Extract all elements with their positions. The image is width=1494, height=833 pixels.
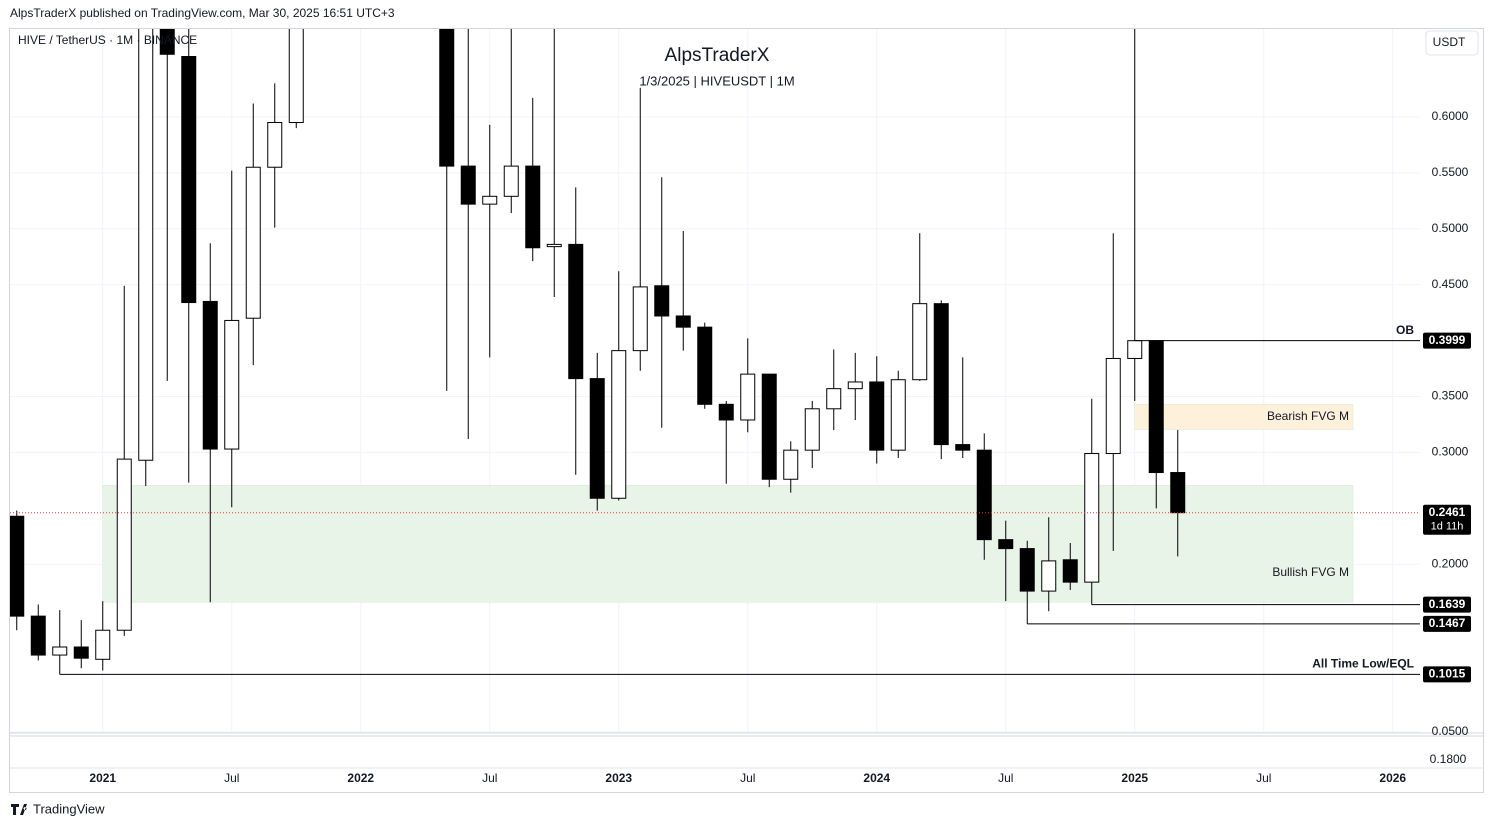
candle-body xyxy=(460,165,476,205)
lower-pane-tick: 0.1800 xyxy=(1430,752,1467,766)
candle-body xyxy=(826,388,842,410)
level-price-bg xyxy=(1423,332,1471,349)
level-price: 0.1015 xyxy=(1429,667,1466,681)
x-tick-label: Jul xyxy=(998,771,1013,785)
candle-body xyxy=(783,449,799,480)
countdown: 1d 11h xyxy=(1431,521,1464,533)
candle-body xyxy=(245,166,261,319)
candle-body xyxy=(847,381,863,390)
last-price-bg xyxy=(1423,504,1471,535)
zone-label: Bearish FVG M xyxy=(1267,409,1349,423)
candle-body xyxy=(675,315,691,328)
candle-body xyxy=(267,121,283,168)
candle-body xyxy=(1084,453,1100,583)
fvg-zone xyxy=(1134,404,1354,430)
candle-body xyxy=(933,303,949,446)
candle-body xyxy=(998,539,1014,550)
x-tick-label: 2021 xyxy=(89,771,116,785)
y-tick-label: 0.5000 xyxy=(1432,221,1469,235)
fvg-zone xyxy=(102,485,1354,603)
candle-body xyxy=(589,378,605,499)
candle-body xyxy=(439,29,455,167)
candle-body xyxy=(976,449,992,541)
candle-body xyxy=(1170,472,1186,514)
x-tick-label: Jul xyxy=(1256,771,1271,785)
candle-body xyxy=(224,319,240,450)
x-tick-label: 2026 xyxy=(1379,771,1406,785)
candle-body xyxy=(73,646,89,659)
candle-body xyxy=(10,515,25,617)
candle-body xyxy=(288,29,304,123)
y-tick-label: 0.3500 xyxy=(1432,389,1469,403)
y-tick-label: 0.4500 xyxy=(1432,277,1469,291)
candle-body xyxy=(697,326,713,405)
candle-body xyxy=(740,373,756,421)
candle-body xyxy=(869,381,885,451)
candle-body xyxy=(525,165,541,249)
candle-body xyxy=(52,646,68,656)
candle-body xyxy=(1019,548,1035,592)
candle-body xyxy=(718,403,734,421)
chart-title: AlpsTraderX xyxy=(665,45,770,66)
candle-body xyxy=(1148,340,1164,474)
publish-header: AlpsTraderX published on TradingView.com… xyxy=(10,6,395,20)
candle-body xyxy=(890,379,906,451)
x-tick-label: 2024 xyxy=(863,771,890,785)
level-price: 0.1639 xyxy=(1429,597,1466,611)
candle-body xyxy=(30,615,46,656)
currency-button[interactable] xyxy=(1425,30,1479,56)
last-price: 0.2461 xyxy=(1429,505,1466,519)
tradingview-logo: TradingView xyxy=(11,801,105,816)
candle-body xyxy=(632,286,648,352)
frame xyxy=(9,28,1484,793)
symbol-legend: HIVE / TetherUS · 1M · BINANCE xyxy=(18,33,197,47)
level-price: 0.1467 xyxy=(1429,616,1466,630)
candle-body xyxy=(482,195,498,205)
candle-body xyxy=(159,29,175,55)
candle-body xyxy=(546,243,562,248)
level-price-bg xyxy=(1423,666,1471,683)
x-tick-label: Jul xyxy=(482,771,497,785)
x-tick-label: Jul xyxy=(740,771,755,785)
x-tick-label: 2022 xyxy=(347,771,374,785)
candle-body xyxy=(568,243,584,380)
y-tick-label: 0.5500 xyxy=(1432,165,1469,179)
candle-body xyxy=(95,629,111,660)
candle-body xyxy=(761,373,777,480)
candle-body xyxy=(202,300,218,450)
candle-body xyxy=(138,29,154,461)
y-tick-label: 0.3000 xyxy=(1432,445,1469,459)
y-tick-label: 0.6000 xyxy=(1432,109,1469,123)
candle-body xyxy=(503,165,519,197)
candle-body xyxy=(1105,357,1121,455)
level-price-bg xyxy=(1423,596,1471,613)
level-label: OB xyxy=(1396,323,1414,337)
x-tick-label: Jul xyxy=(224,771,239,785)
level-price: 0.3999 xyxy=(1429,333,1466,347)
y-tick-label: 0.0500 xyxy=(1432,724,1469,738)
footer-brand: TradingView xyxy=(33,801,105,816)
level-label: All Time Low/EQL xyxy=(1312,657,1414,671)
candle-body xyxy=(181,56,197,304)
candle-body xyxy=(654,285,670,317)
candle-body xyxy=(1127,340,1143,359)
candle-body xyxy=(955,444,971,451)
candle-body xyxy=(611,350,627,499)
y-tick-label: 0.2000 xyxy=(1432,556,1469,570)
candle-body xyxy=(1041,560,1057,592)
candle-body xyxy=(116,458,132,631)
candle-body xyxy=(1062,559,1078,583)
x-tick-label: 2023 xyxy=(605,771,632,785)
chart-subtitle: 1/3/2025 | HIVEUSDT | 1M xyxy=(639,73,794,88)
zone-label: Bullish FVG M xyxy=(1272,565,1349,579)
candle-body xyxy=(804,408,820,451)
currency[interactable]: USDT xyxy=(1433,35,1466,49)
candle-body xyxy=(912,303,928,381)
level-price-bg xyxy=(1423,615,1471,632)
x-tick-label: 2025 xyxy=(1121,771,1148,785)
